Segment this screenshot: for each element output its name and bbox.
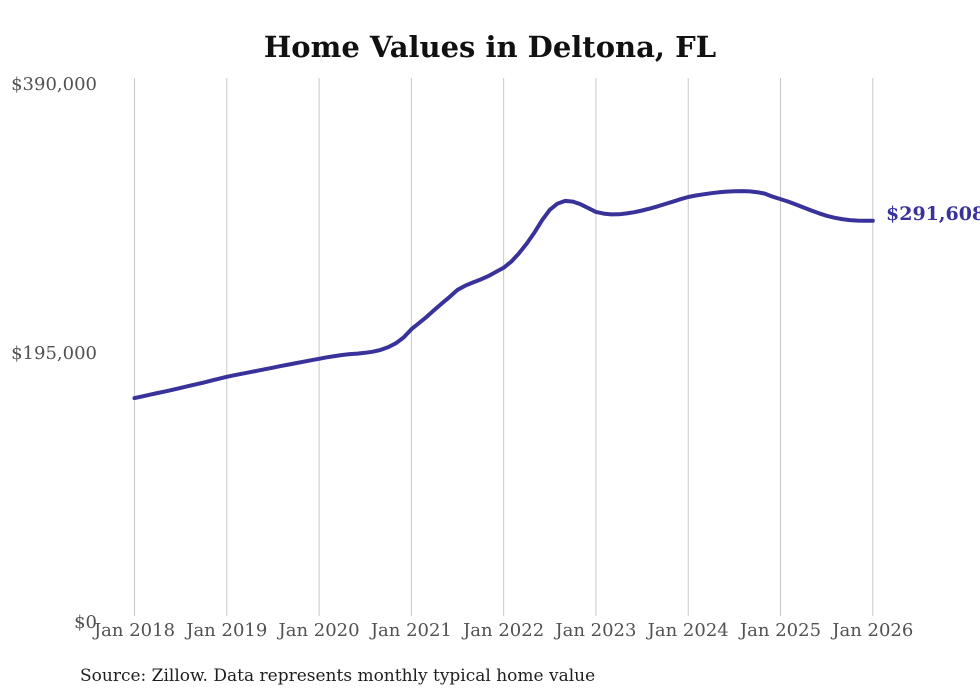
current-value-label: $291,608 — [886, 203, 980, 225]
x-tick-label: Jan 2023 — [555, 620, 637, 641]
x-tick-label: Jan 2020 — [278, 620, 360, 641]
home-values-line — [132, 189, 875, 401]
y-tick-label: $0 — [74, 612, 97, 633]
x-tick-label: Jan 2018 — [93, 620, 176, 641]
x-tick-label: Jan 2019 — [186, 620, 268, 641]
chart-title: Home Values in Deltona, FL — [263, 30, 717, 64]
x-tick-label: Jan 2026 — [832, 620, 914, 641]
x-tick-label: Jan 2022 — [463, 620, 545, 641]
x-tick-label: Jan 2024 — [647, 620, 729, 641]
x-tick-label: Jan 2025 — [739, 620, 822, 641]
y-tick-label: $195,000 — [11, 343, 97, 364]
source-note: Source: Zillow. Data represents monthly … — [80, 666, 596, 686]
y-tick-label: $390,000 — [11, 74, 97, 95]
x-tick-label: Jan 2021 — [370, 620, 452, 641]
